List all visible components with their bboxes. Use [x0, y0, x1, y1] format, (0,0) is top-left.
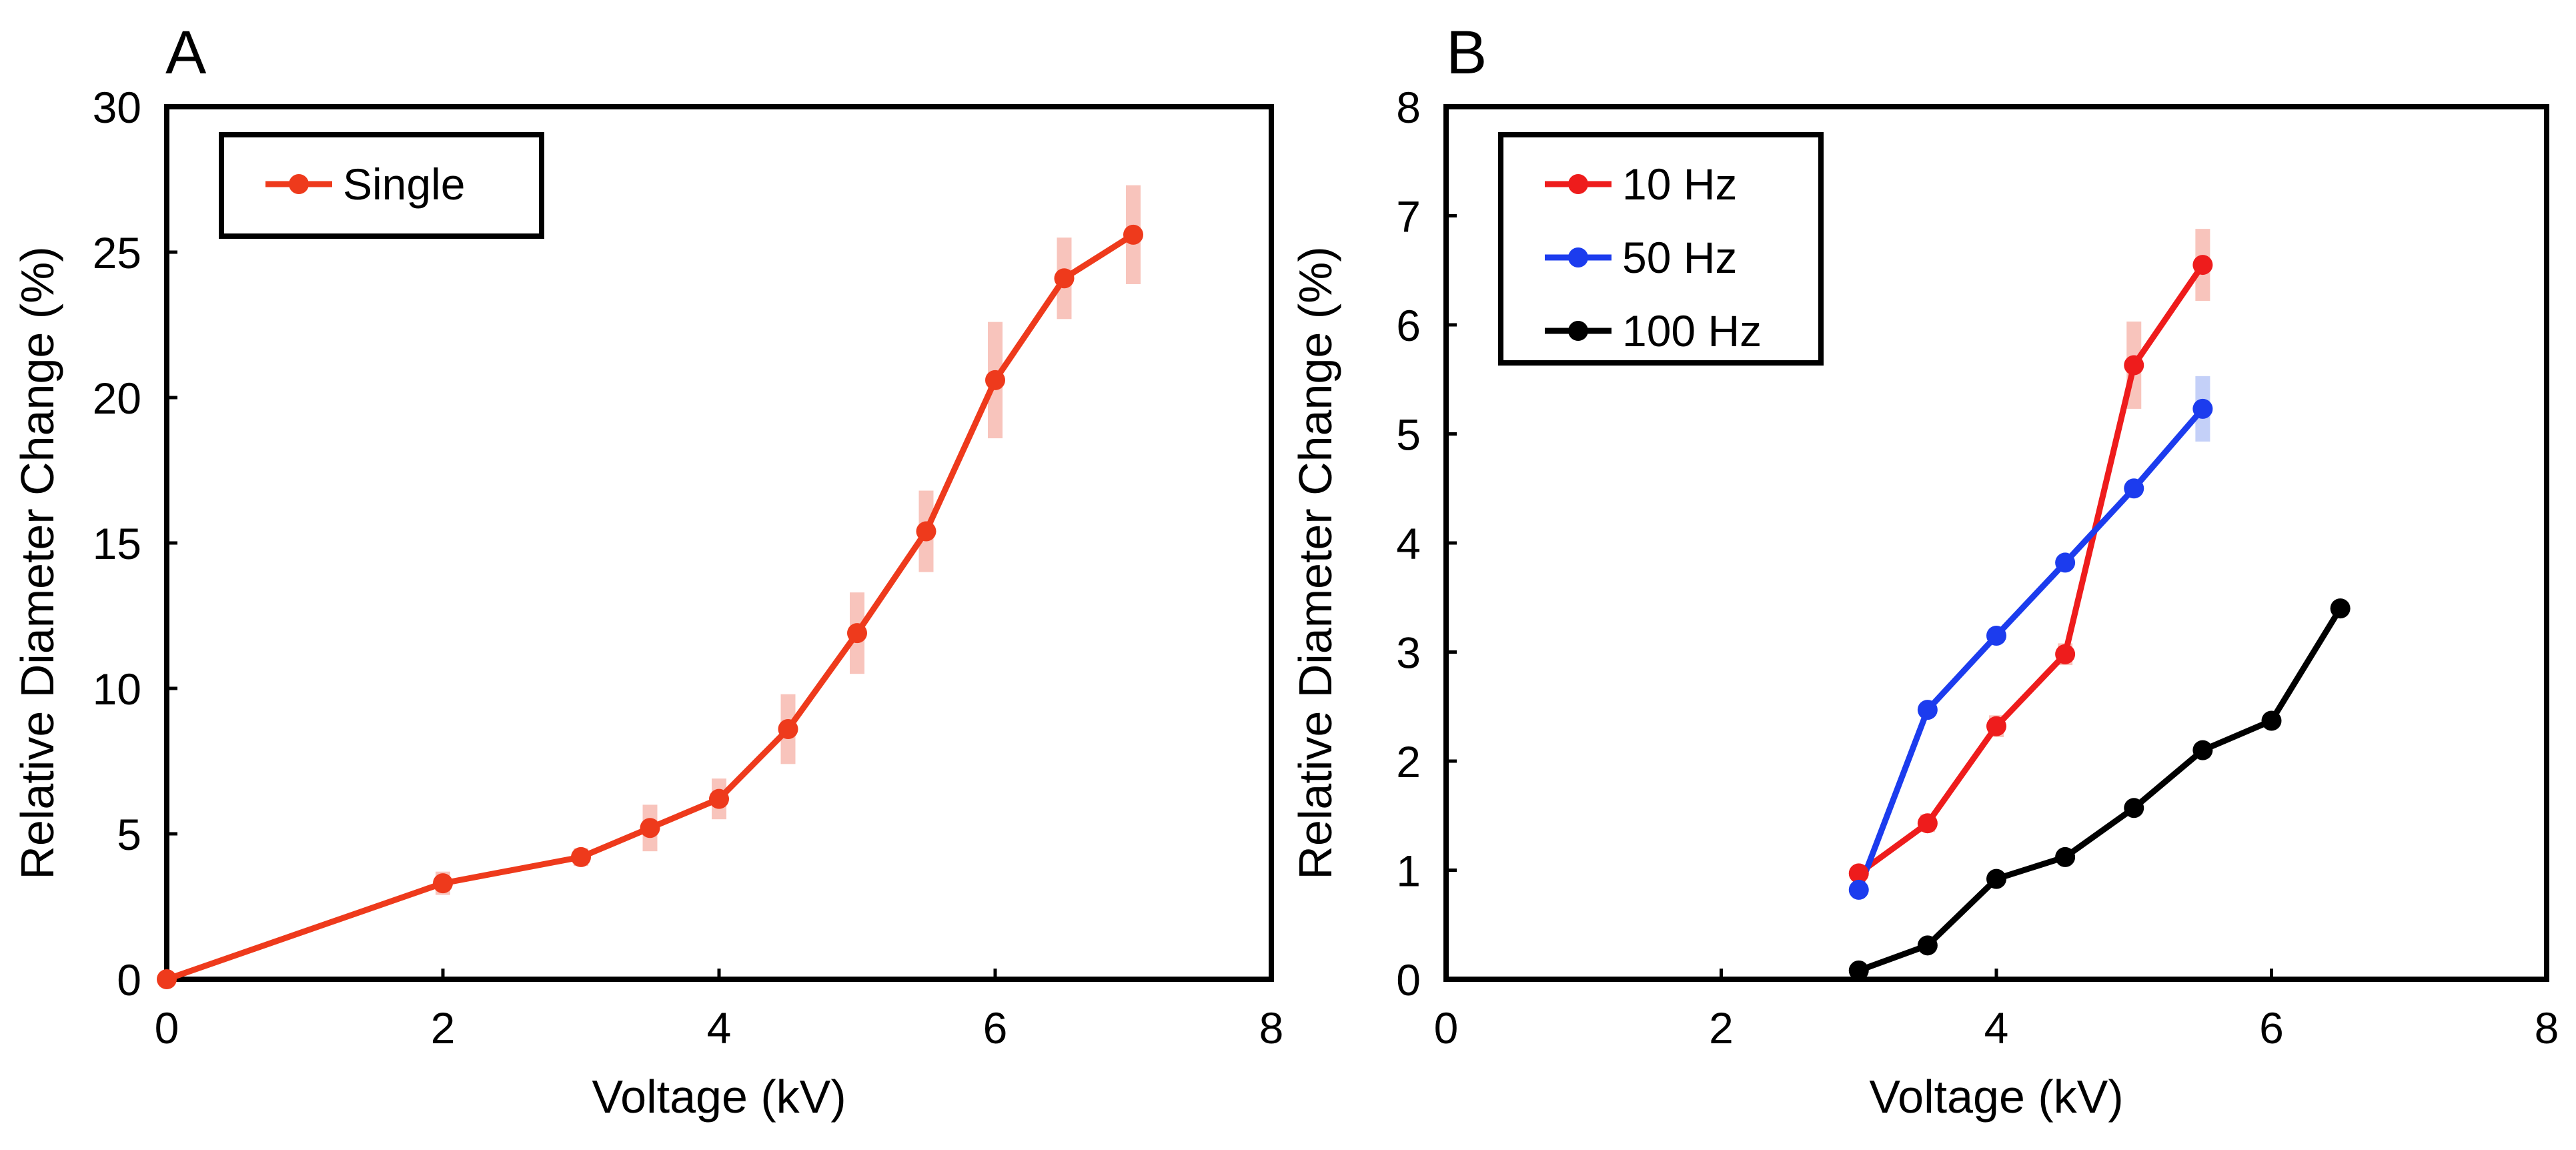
panel-a: A 0 2 4 6 8 0 5 10 15 20 25 30 Voltage (kV) Relativ… [11, 19, 1283, 1123]
y-tick-label: 0 [1396, 955, 1421, 1005]
legend-b: 10 Hz 50 Hz 100 Hz [1498, 132, 1824, 366]
data-point [916, 521, 936, 542]
data-point [1848, 863, 1869, 884]
x-tick-label: 8 [1259, 1003, 1284, 1053]
error-bars-a [159, 185, 1141, 985]
series-line [1857, 263, 2206, 877]
y-tick-label: 7 [1396, 192, 1421, 241]
y-tick-label: 3 [1396, 628, 1421, 678]
y-tick-label: 4 [1396, 519, 1421, 568]
axis-ticks-b: 0 2 4 6 8 0 1 2 3 4 5 6 7 8 [1396, 83, 2559, 1053]
x-axis-title-a: Voltage (kV) [592, 1071, 846, 1123]
data-point [433, 873, 453, 894]
y-axis-title-a: Relative Diameter Change (%) [11, 246, 63, 879]
x-tick-label: 2 [431, 1003, 456, 1053]
data-point [2261, 710, 2282, 731]
x-tick-label: 6 [983, 1003, 1008, 1053]
data-point [2192, 740, 2213, 760]
data-point [571, 846, 591, 867]
x-tick-label: 4 [1984, 1003, 2009, 1053]
legend-a: Single [219, 132, 544, 239]
data-point [847, 623, 867, 644]
data-point [640, 818, 660, 838]
data-point [2055, 846, 2076, 867]
error-bars-b [1851, 229, 2348, 974]
legend-label: 100 Hz [1622, 306, 1762, 356]
y-axis-title-b: Relative Diameter Change (%) [1289, 246, 1341, 879]
panel-letter-b: B [1446, 19, 1487, 87]
panel-b: B 0 2 4 6 8 0 1 2 3 4 5 6 7 8 Voltage (kV) Relative D… [1289, 19, 2559, 1123]
data-point [1917, 935, 1938, 956]
data-point [2124, 798, 2144, 818]
data-point [1986, 869, 2006, 889]
x-axis-title-b: Voltage (kV) [1869, 1071, 2123, 1123]
data-point [985, 370, 1005, 390]
panel-letter-a: A [165, 19, 207, 87]
x-tick-label: 4 [707, 1003, 732, 1053]
legend-label: 50 Hz [1622, 233, 1737, 282]
y-tick-label: 25 [93, 228, 141, 277]
data-point [2124, 478, 2144, 499]
y-tick-label: 5 [1396, 410, 1421, 460]
x-tick-label: 0 [1434, 1003, 1459, 1053]
y-tick-label: 6 [1396, 301, 1421, 350]
data-point [1848, 960, 1869, 981]
data-point [2124, 355, 2144, 376]
legend-box [1498, 132, 1824, 366]
data-point [157, 969, 177, 989]
series-lines-b [1856, 263, 2343, 974]
data-point [1986, 625, 2006, 646]
data-point [2330, 598, 2351, 619]
y-tick-label: 0 [117, 955, 141, 1005]
y-tick-label: 2 [1396, 737, 1421, 786]
x-tick-label: 6 [2259, 1003, 2284, 1053]
x-tick-label: 0 [155, 1003, 179, 1053]
data-point [1917, 813, 1938, 834]
data-point [1917, 700, 1938, 720]
axis-ticks-a: 0 2 4 6 8 0 5 10 15 20 25 30 [93, 83, 1284, 1053]
legend-marker [1568, 174, 1588, 194]
series-points-b [1848, 255, 2351, 981]
y-tick-label: 30 [93, 83, 141, 132]
x-tick-label: 8 [2535, 1003, 2559, 1053]
y-tick-label: 5 [117, 810, 141, 859]
legend-label: Single [343, 159, 465, 209]
data-point [1054, 268, 1075, 289]
data-point [2055, 552, 2076, 573]
y-tick-label: 15 [93, 519, 141, 568]
data-point [709, 788, 729, 809]
legend-marker [289, 174, 309, 194]
legend-label: 10 Hz [1622, 159, 1737, 209]
data-point [2192, 255, 2213, 275]
data-point [2192, 398, 2213, 419]
data-point [778, 719, 798, 740]
data-point [2055, 644, 2076, 664]
legend-marker [1568, 321, 1588, 341]
y-tick-label: 10 [93, 664, 141, 714]
data-point [1123, 224, 1143, 245]
data-point [1848, 879, 1869, 900]
y-tick-label: 1 [1396, 846, 1421, 896]
series-points-a [157, 224, 1143, 989]
legend-marker [1568, 247, 1588, 267]
data-point [1986, 716, 2006, 736]
series-line [1856, 406, 2205, 891]
x-tick-label: 2 [1709, 1003, 1734, 1053]
y-tick-label: 8 [1396, 83, 1421, 132]
y-tick-label: 20 [93, 374, 141, 423]
series-line [1858, 606, 2343, 974]
